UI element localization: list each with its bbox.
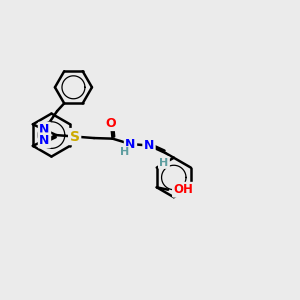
- Text: N: N: [39, 134, 50, 147]
- Text: N: N: [144, 139, 154, 152]
- Text: OH: OH: [173, 183, 193, 196]
- Text: H: H: [121, 147, 130, 158]
- Text: H: H: [159, 158, 169, 167]
- Text: N: N: [39, 123, 50, 136]
- Text: N: N: [125, 137, 136, 151]
- Text: S: S: [70, 130, 80, 144]
- Text: O: O: [106, 117, 116, 130]
